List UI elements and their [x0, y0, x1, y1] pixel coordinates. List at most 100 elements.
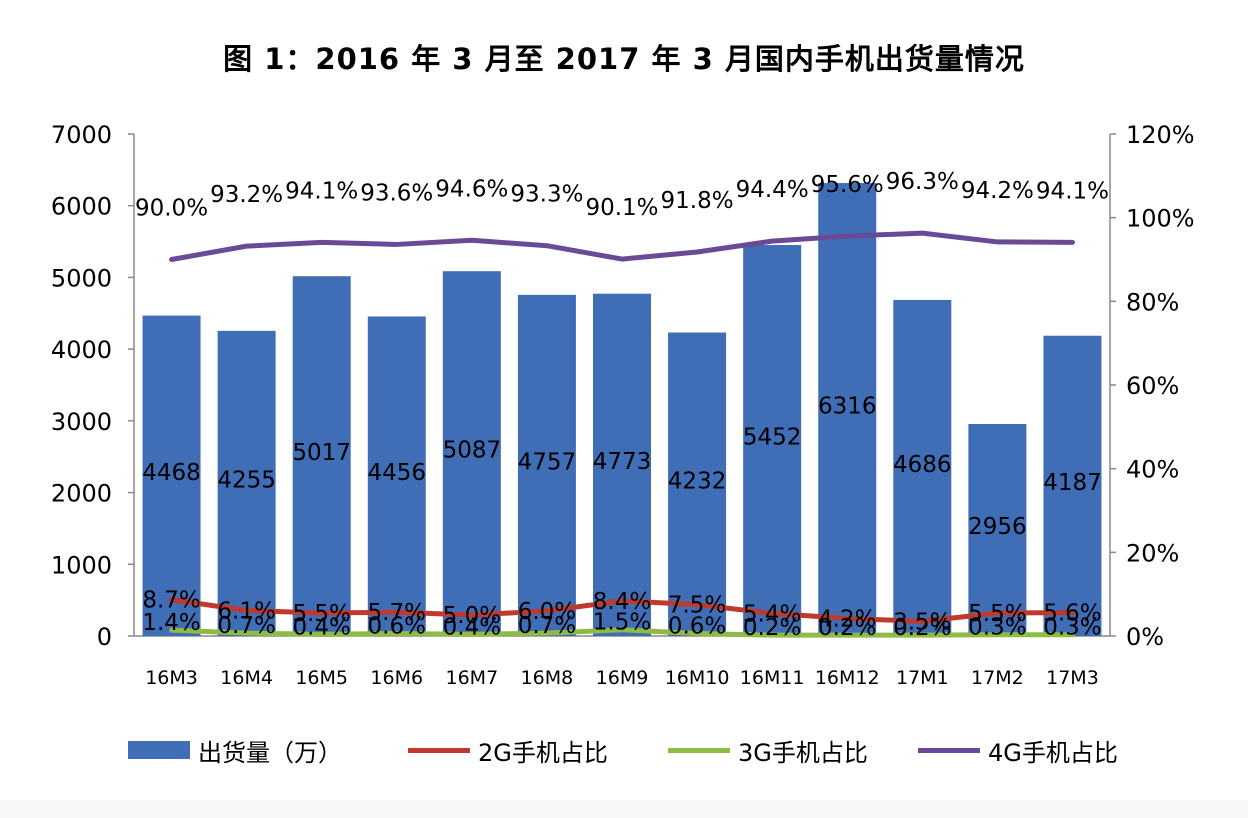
legend-swatch-3g — [668, 747, 730, 753]
y-right-tick-label: 0% — [1126, 623, 1164, 651]
legend: 出货量（万） 2G手机占比 3G手机占比 4G手机占比 — [0, 728, 1248, 772]
y-right-tick-label: 20% — [1126, 539, 1179, 567]
bar — [818, 183, 877, 637]
bar — [893, 299, 952, 636]
x-tick-label: 16M3 — [145, 667, 198, 689]
line-4g-label: 94.4% — [736, 177, 809, 203]
y-left-tick-label: 6000 — [51, 193, 112, 221]
line-3g-label: 1.4% — [142, 610, 200, 636]
bar-value-label: 4686 — [893, 452, 952, 478]
x-tick-label: 17M3 — [1046, 667, 1099, 689]
y-left-tick-label: 4000 — [51, 336, 112, 364]
chart-title: 图 1：2016 年 3 月至 2017 年 3 月国内手机出货量情况 — [223, 42, 1025, 76]
line-3g-label: 0.7% — [518, 613, 576, 639]
bar-value-label: 4456 — [367, 460, 426, 486]
bar-value-label: 5017 — [292, 440, 351, 466]
line-2g-label: 6.0% — [518, 599, 576, 625]
line-4g-label: 94.2% — [961, 178, 1034, 204]
legend-item-3g: 3G手机占比 — [668, 728, 868, 772]
y-right-tick-label: 100% — [1126, 205, 1195, 233]
y-right-tick-label: 60% — [1126, 372, 1179, 400]
line-2g-label: 6.1% — [217, 598, 275, 624]
bar — [517, 294, 576, 636]
legend-item-shipments: 出货量（万） — [128, 728, 342, 772]
legend-label-shipments: 出货量（万） — [198, 738, 342, 767]
line-3g-label: 0.2% — [818, 615, 876, 641]
bar-value-label: 4468 — [142, 460, 201, 486]
series-line-1 — [169, 597, 1075, 624]
y-left-tick-label: 0 — [97, 623, 112, 651]
x-tick-label: 16M9 — [596, 667, 649, 689]
bar-value-label: 6316 — [818, 394, 877, 420]
line-2g-label: 5.5% — [968, 601, 1026, 627]
line-2g-label: 5.0% — [443, 603, 501, 629]
legend-swatch-shipments — [128, 741, 190, 759]
legend-label-4g: 4G手机占比 — [988, 738, 1118, 767]
line-3g-label: 0.3% — [968, 615, 1026, 641]
legend-swatch-2g — [408, 747, 470, 753]
line-3g-label: 0.6% — [668, 613, 726, 639]
line-2g-label: 5.7% — [368, 600, 426, 626]
bar-value-label: 5087 — [443, 438, 502, 464]
x-tick-label: 16M10 — [665, 667, 730, 689]
bar-value-label: 4255 — [217, 467, 276, 493]
bar — [743, 245, 802, 636]
line-2g-label: 5.5% — [292, 601, 350, 627]
line-4g-label: 93.2% — [210, 182, 283, 208]
bar-value-label: 4187 — [1043, 470, 1102, 496]
line-2g-label: 8.4% — [593, 589, 651, 615]
y-right-tick-label: 40% — [1126, 456, 1179, 484]
line-4g-label: 96.3% — [886, 169, 959, 195]
line-3g-label: 0.2% — [893, 615, 951, 641]
bar — [442, 271, 501, 636]
line-2g-label: 5.4% — [743, 601, 801, 627]
line-2g-label: 3.5% — [893, 609, 951, 635]
line-4g-label: 94.1% — [1036, 178, 1109, 204]
y-left-tick-label: 1000 — [51, 551, 112, 579]
line-2g-label: 5.6% — [1043, 601, 1101, 627]
line-3g-label: 0.4% — [443, 614, 501, 640]
series-line-2 — [169, 627, 1075, 638]
bar-value-label: 4757 — [518, 449, 577, 475]
line-3g-label: 0.2% — [743, 615, 801, 641]
line-2g-label: 4.2% — [818, 606, 876, 632]
x-tick-label: 16M6 — [370, 667, 423, 689]
line-2g-label: 7.5% — [668, 593, 726, 619]
bar-value-label: 5452 — [743, 425, 802, 451]
line-4g-label: 90.1% — [585, 195, 658, 221]
line-4g-label: 91.8% — [661, 188, 734, 214]
line-4g-label: 94.1% — [285, 178, 358, 204]
bar-value-label: 4232 — [668, 468, 727, 494]
footer-band — [0, 800, 1248, 818]
line-4g-label: 95.6% — [811, 172, 884, 198]
line-3g-label: 0.6% — [368, 613, 426, 639]
line-4g-label: 93.6% — [360, 180, 433, 206]
y-left-tick-label: 3000 — [51, 408, 112, 436]
legend-label-2g: 2G手机占比 — [478, 738, 608, 767]
bar — [217, 330, 276, 636]
line-2g-label: 8.7% — [142, 588, 200, 614]
line-4g-label: 94.6% — [435, 176, 508, 202]
line-3g-label: 1.5% — [593, 610, 651, 636]
x-tick-label: 16M4 — [220, 667, 273, 689]
bar — [367, 316, 426, 636]
line-3g-label: 0.7% — [217, 613, 275, 639]
bar — [593, 293, 651, 636]
bar-value-label: 4773 — [593, 449, 652, 475]
y-left-tick-label: 5000 — [51, 264, 112, 292]
series-line-3 — [169, 230, 1075, 262]
line-3g-label: 0.4% — [292, 614, 350, 640]
x-tick-label: 16M5 — [295, 667, 348, 689]
y-right-tick-label: 80% — [1126, 288, 1179, 316]
bar — [1043, 335, 1102, 636]
x-tick-label: 16M8 — [521, 667, 574, 689]
x-tick-label: 17M1 — [896, 667, 949, 689]
bar — [142, 315, 201, 636]
x-tick-label: 16M11 — [740, 667, 805, 689]
line-3g-label: 0.3% — [1043, 615, 1101, 641]
x-tick-label: 16M7 — [446, 667, 499, 689]
y-left-tick-label: 2000 — [51, 480, 112, 508]
bar — [968, 424, 1027, 636]
legend-swatch-4g — [918, 747, 980, 753]
